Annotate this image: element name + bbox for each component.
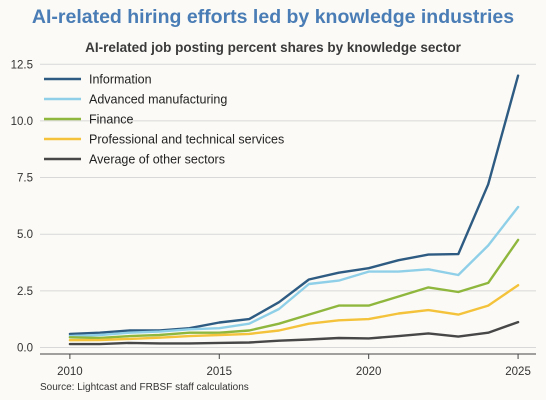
y-tick-label: 12.5 <box>11 59 33 71</box>
y-tick-label: 2.5 <box>17 286 33 298</box>
series-lines <box>68 74 520 346</box>
legend-label: Professional and technical services <box>89 133 284 147</box>
axes: 0.0 2.5 5.0 7.5 10.0 12.5 2010 2015 2020 2025 <box>11 59 536 378</box>
grid <box>40 63 536 348</box>
y-tick-label: 7.5 <box>17 173 33 185</box>
legend-label: Information <box>89 73 152 87</box>
series-line-advanced-manufacturing <box>68 205 520 338</box>
x-tick-label: 2025 <box>505 366 531 378</box>
series-line-professional-and-technical-services <box>68 284 520 342</box>
y-tick-label: 5.0 <box>17 229 33 241</box>
x-tick-label: 2010 <box>57 366 83 378</box>
legend-label: Finance <box>89 113 134 127</box>
x-tick-label: 2020 <box>356 366 382 378</box>
series-line-information <box>68 74 520 336</box>
legend-label: Advanced manufacturing <box>89 93 227 107</box>
x-tick-label: 2015 <box>206 366 232 378</box>
legend: Information Advanced manufacturing Finance… <box>44 73 284 167</box>
y-tick-label: 0.0 <box>17 342 33 354</box>
series-line-average-of-other-sectors <box>68 320 520 346</box>
source-note: Source: Lightcast and FRBSF staff calcul… <box>40 382 249 393</box>
series-line-finance <box>68 238 520 340</box>
chart-subtitle: AI-related job posting percent shares by… <box>85 40 461 55</box>
legend-label: Average of other sectors <box>89 153 225 167</box>
y-tick-label: 10.0 <box>11 116 33 128</box>
main-title: AI-related hiring efforts led by knowled… <box>31 6 515 28</box>
